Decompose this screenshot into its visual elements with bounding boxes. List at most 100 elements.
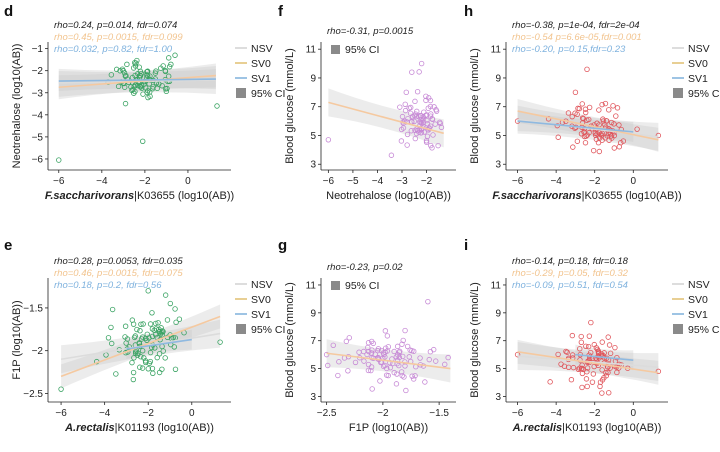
x-axis-title-rest: |K01193 (log10(AB)) bbox=[115, 422, 214, 434]
panel-label: h bbox=[464, 3, 473, 20]
data-point bbox=[433, 108, 440, 114]
data-point bbox=[147, 349, 154, 356]
data-point bbox=[569, 332, 576, 339]
data-point bbox=[398, 138, 405, 144]
data-point bbox=[579, 384, 585, 391]
data-point bbox=[400, 337, 406, 344]
legend-label: NSV bbox=[251, 279, 273, 291]
data-point bbox=[432, 121, 438, 127]
data-point bbox=[406, 105, 412, 111]
panel-label: d bbox=[4, 3, 13, 20]
data-point bbox=[396, 354, 403, 361]
panel-label: i bbox=[464, 237, 468, 254]
data-point bbox=[609, 135, 615, 141]
data-point bbox=[155, 320, 161, 326]
data-point bbox=[397, 348, 403, 355]
legend-label: NSV bbox=[688, 279, 710, 291]
y-tick-label: 7 bbox=[310, 102, 316, 113]
data-point bbox=[620, 138, 627, 144]
data-point bbox=[412, 111, 419, 117]
x-axis-title: A.rectalis|K01193 (log10(AB)) bbox=[64, 422, 214, 434]
data-point bbox=[160, 63, 166, 69]
data-point bbox=[579, 370, 586, 377]
data-point bbox=[572, 89, 579, 96]
data-point bbox=[391, 369, 397, 376]
data-point bbox=[412, 127, 418, 133]
x-axis-title-taxon: F.saccharivorans bbox=[492, 190, 581, 202]
y-tick-label: 5 bbox=[495, 364, 501, 375]
data-point bbox=[172, 52, 178, 58]
data-point bbox=[599, 130, 605, 137]
data-point bbox=[140, 138, 146, 145]
data-point bbox=[596, 148, 603, 155]
data-point bbox=[325, 362, 331, 369]
y-tick-label: −2 bbox=[32, 346, 44, 357]
data-point bbox=[139, 85, 145, 91]
data-point bbox=[616, 365, 622, 371]
data-point bbox=[568, 377, 575, 383]
panel-d: d −6 −4 −2 0 −1 −2 −3 −4 −5 −6 F.saccharivorans|K03… bbox=[4, 3, 285, 202]
data-point bbox=[602, 100, 609, 107]
data-point bbox=[404, 142, 410, 148]
y-tick-label: 5 bbox=[310, 131, 316, 142]
legend-label: 95% CI bbox=[345, 280, 379, 292]
data-point bbox=[368, 367, 374, 374]
data-point bbox=[588, 319, 594, 326]
y-tick-label: 9 bbox=[495, 73, 501, 84]
data-point bbox=[394, 371, 400, 377]
data-point bbox=[599, 101, 605, 108]
data-point bbox=[115, 83, 122, 90]
y-tick-label: 3 bbox=[310, 392, 316, 403]
legend-swatch-ci bbox=[236, 324, 246, 334]
data-point bbox=[398, 369, 405, 375]
data-point bbox=[421, 129, 428, 135]
data-point bbox=[394, 343, 401, 350]
data-point bbox=[655, 132, 662, 139]
y-tick-label: −1.5 bbox=[23, 303, 43, 314]
x-tick-label: 0 bbox=[631, 176, 637, 187]
data-point bbox=[58, 386, 64, 392]
data-point bbox=[366, 348, 372, 355]
data-point bbox=[418, 112, 424, 119]
data-point bbox=[108, 324, 114, 331]
y-tick-label: 11 bbox=[306, 280, 317, 291]
legend-label: NSV bbox=[688, 43, 710, 55]
data-point bbox=[346, 335, 352, 341]
x-tick-label: −5 bbox=[347, 176, 359, 187]
data-point bbox=[132, 63, 139, 69]
data-point bbox=[574, 138, 581, 144]
data-point bbox=[417, 355, 423, 361]
data-point bbox=[423, 139, 430, 145]
legend-swatch-ci bbox=[236, 88, 246, 98]
data-point bbox=[616, 144, 623, 150]
x-tick-label: −4 bbox=[99, 408, 111, 419]
y-axis-title: Blood glucose (mmol/L) bbox=[469, 282, 481, 398]
data-point bbox=[412, 98, 418, 105]
data-point bbox=[397, 104, 403, 110]
stats-line: rho=-0.38, p=1e-04, fdr=2e-04 bbox=[512, 20, 640, 31]
stats-line: rho=-0.29, p=0.05, fdr=0.32 bbox=[512, 268, 629, 279]
data-point bbox=[385, 344, 392, 350]
y-tick-label: 5 bbox=[310, 364, 316, 375]
data-point bbox=[425, 105, 431, 111]
data-point bbox=[166, 55, 172, 61]
data-point bbox=[130, 376, 137, 383]
data-point bbox=[437, 120, 444, 127]
data-point bbox=[405, 115, 411, 122]
y-tick-label: −1 bbox=[32, 44, 44, 55]
y-axis-title: Blood glucose (mmol/L) bbox=[284, 48, 296, 164]
data-point bbox=[162, 68, 169, 74]
data-point bbox=[408, 128, 415, 134]
legend-label: SV1 bbox=[251, 309, 271, 321]
data-point bbox=[122, 100, 129, 107]
data-point bbox=[145, 366, 152, 372]
legend-label: SV0 bbox=[251, 294, 271, 306]
data-point bbox=[588, 349, 594, 356]
data-point bbox=[399, 113, 406, 120]
data-point bbox=[403, 89, 409, 96]
data-point bbox=[144, 337, 150, 343]
data-point bbox=[387, 364, 394, 371]
data-point bbox=[569, 113, 575, 120]
fit-line-SV0 bbox=[58, 74, 216, 89]
